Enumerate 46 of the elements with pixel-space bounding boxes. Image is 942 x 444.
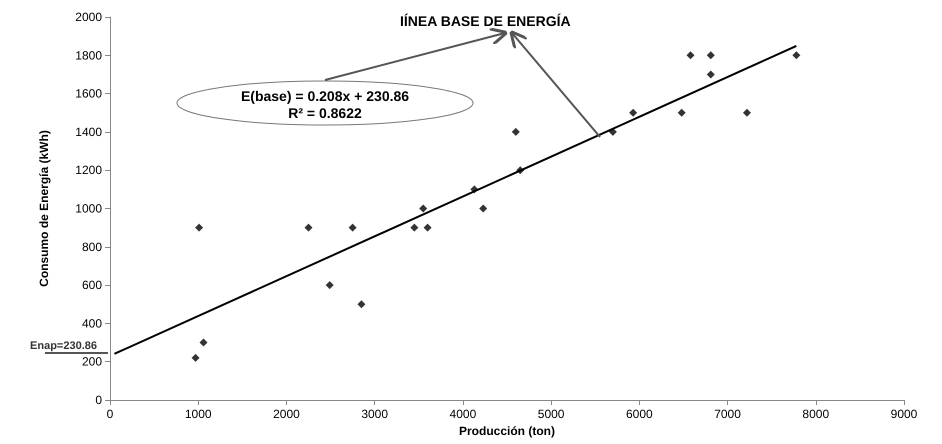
x-tick-label: 3000 bbox=[361, 407, 388, 421]
annotation: Enap=230.86 bbox=[30, 340, 97, 352]
point bbox=[792, 51, 800, 60]
x-tick-label: 1000 bbox=[184, 407, 212, 421]
y-tick-label: 1400 bbox=[75, 124, 102, 139]
x-axis-title: Producción (ton) bbox=[459, 424, 555, 438]
point bbox=[424, 224, 432, 232]
y-tick-label: 1600 bbox=[75, 86, 102, 101]
x-tick-label: 0 bbox=[106, 407, 114, 421]
point bbox=[742, 108, 751, 117]
y-tick-label: 1200 bbox=[75, 163, 102, 178]
point bbox=[706, 51, 715, 60]
y-tick-label: 800 bbox=[82, 240, 102, 254]
point bbox=[512, 128, 520, 136]
annotation: E(base) = 0.208x + 230.86 bbox=[240, 88, 410, 104]
y-axis-title: Consumo de Energía (kWh) bbox=[37, 130, 51, 287]
point bbox=[629, 108, 638, 117]
x-tick-label: 6000 bbox=[626, 407, 654, 421]
y-tick-label: 2000 bbox=[75, 10, 102, 24]
x-tick-label: 7000 bbox=[714, 407, 742, 421]
point bbox=[357, 300, 366, 308]
x-tick-label: 5000 bbox=[538, 407, 565, 421]
point bbox=[686, 51, 694, 60]
point bbox=[304, 224, 312, 232]
y-tick-label: 0 bbox=[95, 393, 102, 407]
point bbox=[479, 204, 488, 212]
x-tick-label: 4000 bbox=[450, 407, 477, 421]
point bbox=[410, 224, 418, 232]
point bbox=[326, 281, 334, 290]
x-tick-label: 2000 bbox=[273, 407, 300, 421]
y-tick-label: 600 bbox=[82, 278, 102, 292]
x-tick-label: 9000 bbox=[890, 407, 918, 421]
point bbox=[678, 108, 686, 117]
annotation: R² = 0.8622 bbox=[288, 105, 362, 121]
annotation: IÍNEA BASE DE ENERGÍA bbox=[400, 13, 571, 29]
y-tick-label: 400 bbox=[82, 316, 102, 330]
point bbox=[348, 224, 357, 232]
y-tick-label: 1000 bbox=[75, 202, 102, 216]
y-tick-label: 1800 bbox=[75, 48, 102, 62]
point bbox=[192, 354, 200, 362]
point bbox=[195, 224, 204, 232]
point bbox=[200, 338, 208, 347]
y-tick-label: 200 bbox=[82, 354, 102, 369]
point bbox=[419, 204, 428, 212]
x-tick-label: 8000 bbox=[802, 407, 830, 421]
point bbox=[706, 70, 715, 78]
